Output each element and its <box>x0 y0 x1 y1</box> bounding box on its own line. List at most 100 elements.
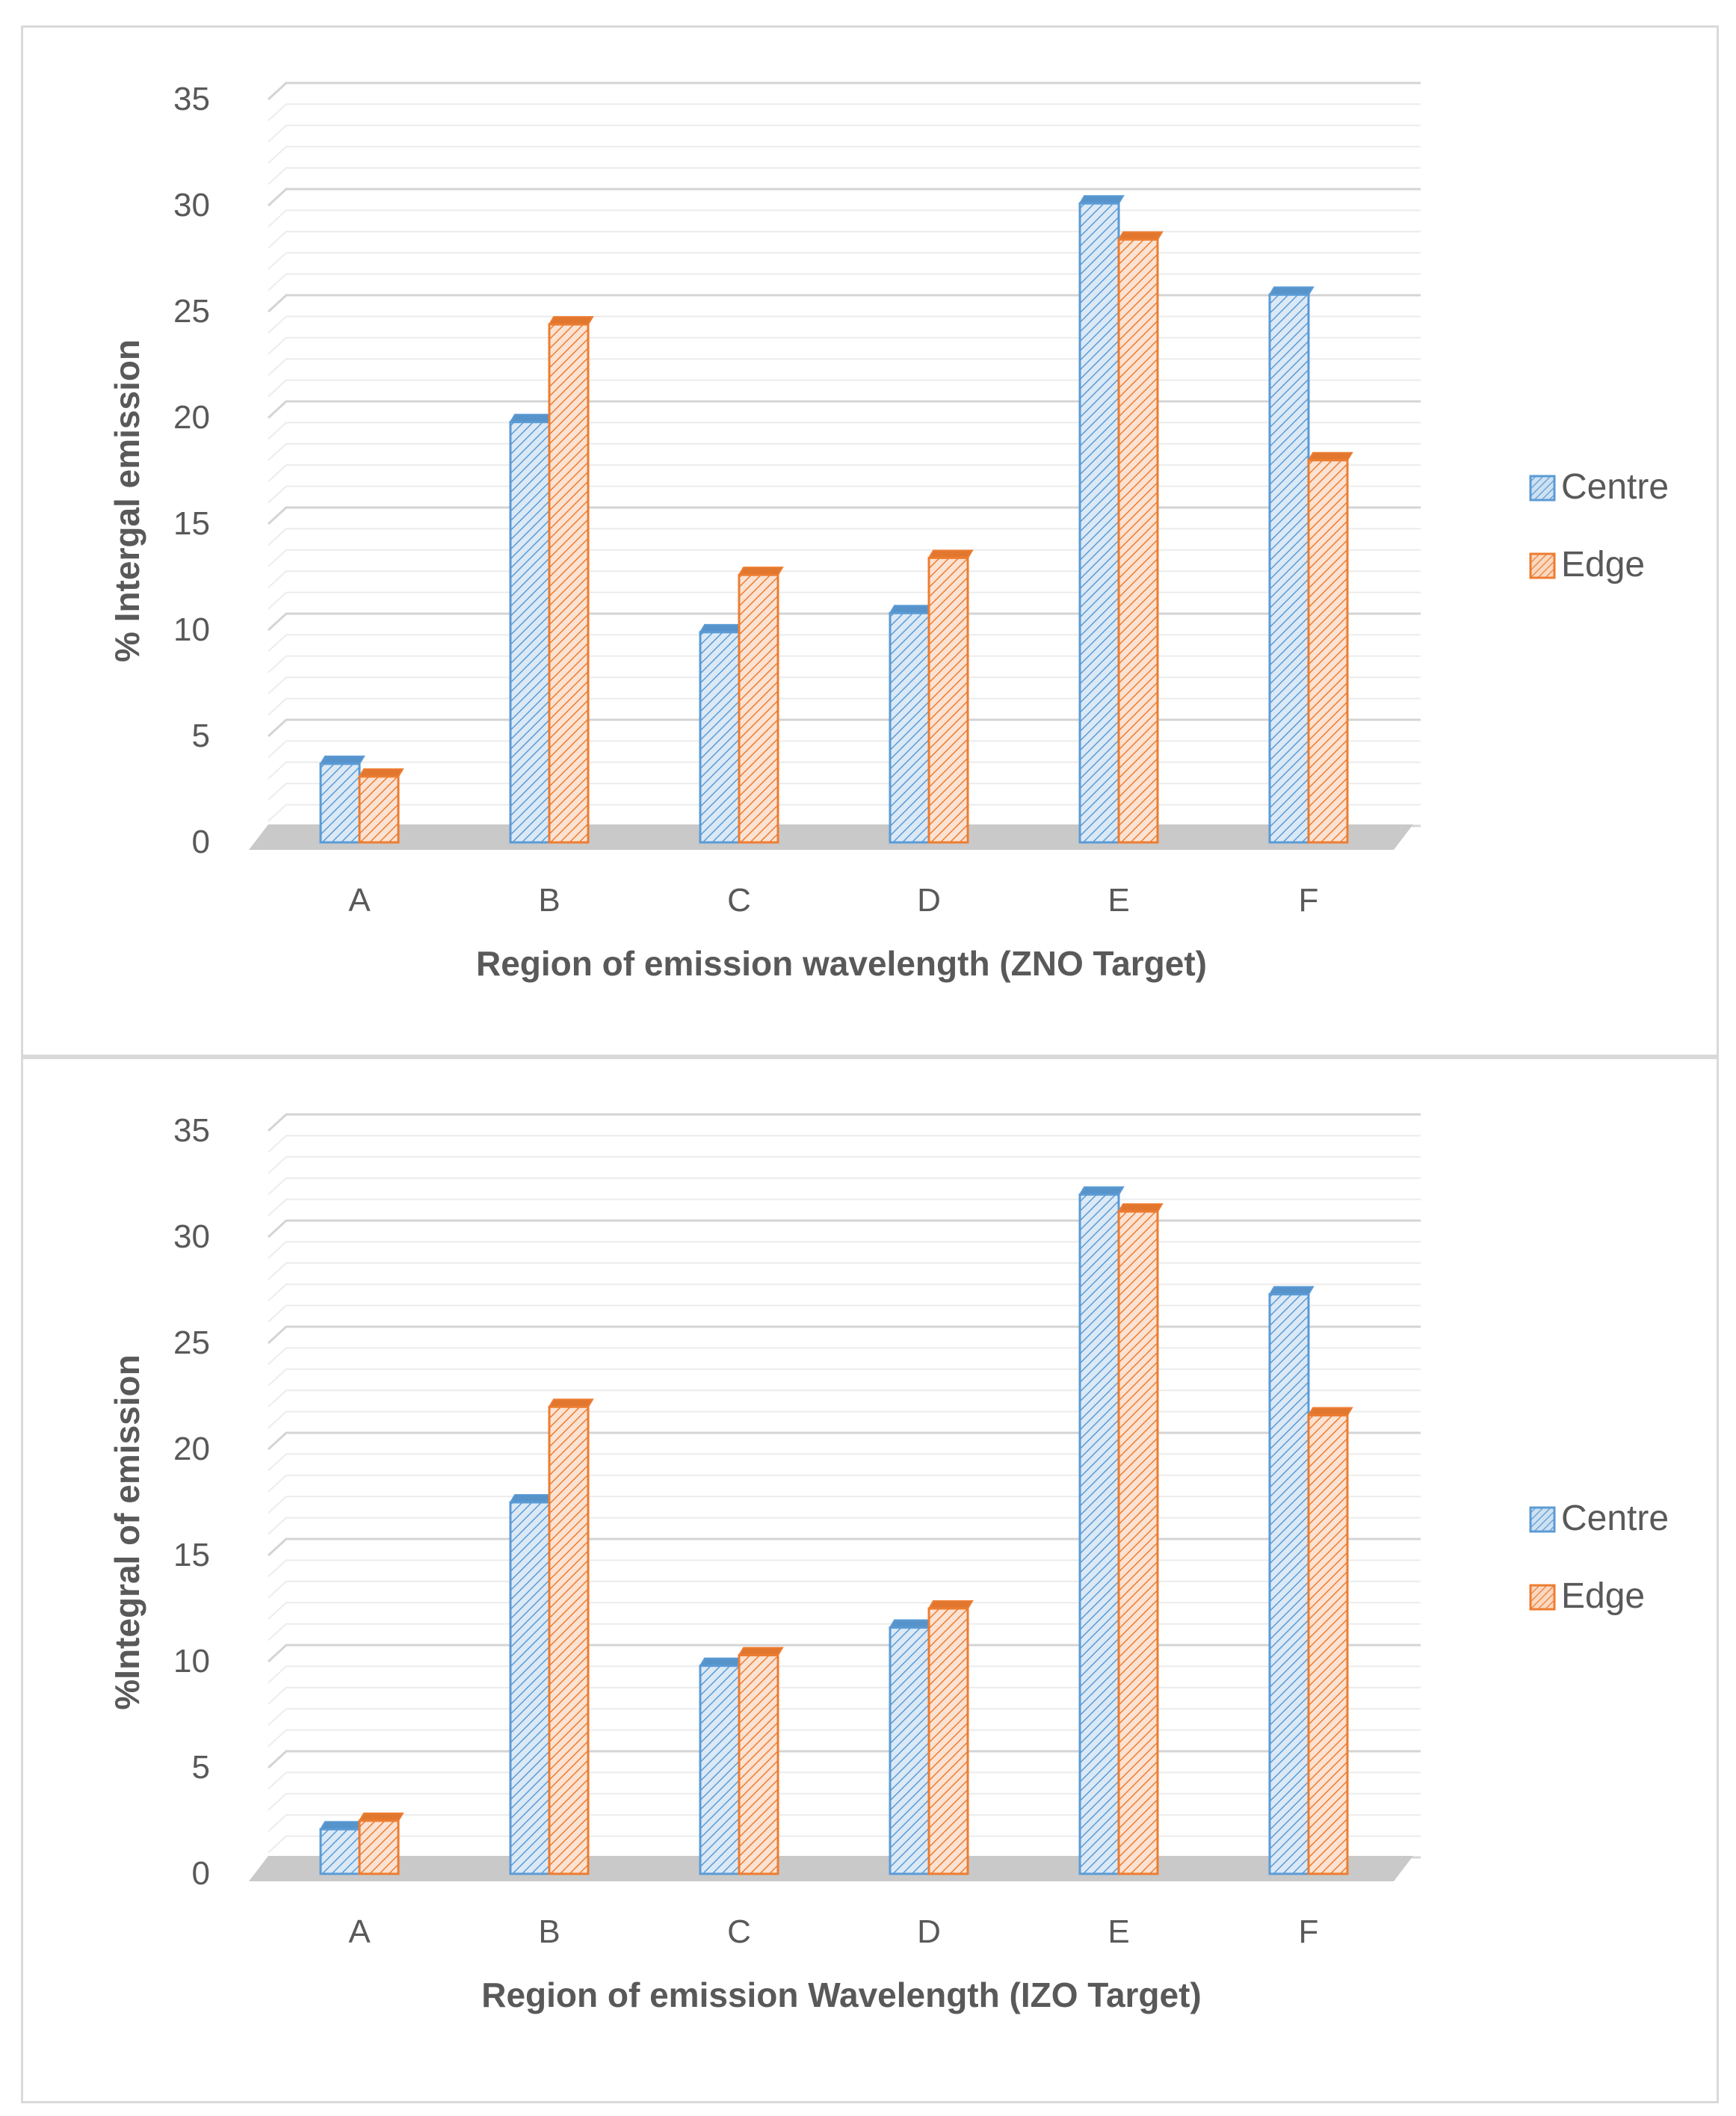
y-tick-label: 35 <box>173 1112 210 1149</box>
bar-centre-c <box>699 1657 745 1875</box>
bar-centre-f <box>1268 286 1315 844</box>
gridline-minor <box>268 442 1421 461</box>
gridline-minor <box>268 549 1421 567</box>
gridline-minor <box>268 1686 1421 1705</box>
y-tick-label: 15 <box>173 1537 210 1573</box>
gridline-minor <box>268 1347 1421 1366</box>
legend-swatch-centre <box>1529 1506 1556 1533</box>
gridline-major <box>267 81 1421 101</box>
gridline-minor <box>268 1559 1421 1578</box>
gridline-minor <box>268 1729 1421 1748</box>
bar-centre-b <box>509 413 555 844</box>
gridline-minor <box>268 1835 1421 1854</box>
gridline-minor <box>268 1623 1421 1641</box>
gridline-minor <box>268 803 1421 822</box>
gridline-minor <box>268 1771 1421 1790</box>
gridline-minor <box>268 1198 1421 1217</box>
bar-edge-c <box>738 567 784 844</box>
bar-edge-e <box>1117 231 1164 844</box>
y-tick-label: 5 <box>192 1749 210 1786</box>
bar-edge-d <box>927 1600 974 1875</box>
x-tick-label: E <box>1108 1913 1129 1950</box>
gridline-minor <box>268 1580 1421 1599</box>
x-tick-label: B <box>538 882 560 919</box>
legend-swatch-edge <box>1529 552 1556 579</box>
gridline-major <box>267 1644 1421 1663</box>
gridline-minor <box>268 1389 1421 1407</box>
gridline-minor <box>268 464 1421 482</box>
bar-edge-f <box>1307 1407 1353 1875</box>
x-tick-label: F <box>1299 882 1319 919</box>
bar-centre-f <box>1268 1286 1315 1875</box>
x-tick-label: D <box>917 882 941 919</box>
x-tick-label: C <box>727 882 751 919</box>
bar-edge-d <box>927 549 974 844</box>
gridline-minor <box>268 1792 1421 1811</box>
gridline-major <box>267 1325 1421 1345</box>
bar-centre-d <box>889 1619 935 1875</box>
gridline-minor <box>268 273 1421 292</box>
bar-edge-b <box>548 316 594 844</box>
legend-label-centre: Centre <box>1561 467 1669 507</box>
x-tick-label: A <box>348 882 371 919</box>
gridline-minor <box>268 1283 1421 1301</box>
legend-swatch-centre <box>1529 475 1556 502</box>
x-tick-label: F <box>1299 1913 1319 1950</box>
gridline-minor <box>268 1517 1421 1535</box>
gridline-minor <box>268 1474 1421 1493</box>
bar-edge-f <box>1307 451 1353 844</box>
gridline-minor <box>268 1156 1421 1174</box>
x-tick-label: E <box>1108 882 1129 919</box>
gridline-minor <box>268 1410 1421 1429</box>
x-axis-label: Region of emission Wavelength (IZO Targe… <box>481 1975 1202 2014</box>
y-tick-label: 20 <box>173 1431 210 1467</box>
x-axis-label: Region of emission wavelength (ZNO Targe… <box>476 944 1207 983</box>
chart-panel-izo: 0 5 10 15 20 25 30 35 A B C D E F Region of emission W… <box>21 1057 1719 2103</box>
gridline-minor <box>268 761 1421 780</box>
gridline-minor <box>268 252 1421 270</box>
gridline-major <box>267 612 1421 632</box>
y-tick-label: 15 <box>173 505 210 542</box>
gridline-major <box>267 188 1421 207</box>
bar-centre-e <box>1078 195 1125 844</box>
gridline-minor <box>268 1708 1421 1726</box>
gridline-minor <box>268 485 1421 504</box>
gridline-major <box>267 1537 1421 1557</box>
gridline-minor <box>268 655 1421 673</box>
x-tick-label: D <box>917 1913 941 1950</box>
bar-edge-a <box>358 1813 404 1875</box>
gridline-major <box>267 1113 1421 1132</box>
legend-label-edge: Edge <box>1561 1576 1645 1616</box>
gridline-minor <box>268 528 1421 546</box>
y-tick-label: 30 <box>173 1218 210 1255</box>
chart-floor <box>249 824 1413 850</box>
bar-centre-b <box>509 1494 555 1875</box>
gridline-minor <box>268 1304 1421 1323</box>
gridline-minor <box>268 740 1421 759</box>
gridline-minor <box>268 1665 1421 1684</box>
x-tick-label: C <box>727 1913 751 1950</box>
gridline-minor <box>268 1453 1421 1472</box>
gridline-major <box>267 718 1421 738</box>
x-tick-label: A <box>348 1913 371 1950</box>
gridline-minor <box>268 1177 1421 1195</box>
y-tick-label: 20 <box>173 399 210 436</box>
bar-centre-c <box>699 623 745 844</box>
bar-centre-d <box>889 605 935 844</box>
gridline-major <box>267 506 1421 525</box>
bar-chart-izo: 0 5 10 15 20 25 30 35 A B C D E F Region of emission W… <box>108 1112 1669 2014</box>
y-tick-label: 30 <box>173 187 210 223</box>
gridline-major <box>267 400 1421 419</box>
gridline-major <box>267 294 1421 313</box>
gridline-minor <box>268 1368 1421 1386</box>
y-tick-label: 10 <box>173 1643 210 1679</box>
gridline-minor <box>268 570 1421 588</box>
y-axis-label: % Intergal emission <box>108 339 146 662</box>
legend-label-edge: Edge <box>1561 545 1645 584</box>
x-tick-label: B <box>538 1913 560 1950</box>
gridline-major <box>267 1750 1421 1769</box>
chart-panel-zno: 0 5 10 15 20 25 30 35 A B C D E F Region of emission w… <box>21 25 1719 1057</box>
y-tick-label: 10 <box>173 611 210 648</box>
y-tick-label: 0 <box>192 824 210 860</box>
gridline-minor <box>268 167 1421 185</box>
